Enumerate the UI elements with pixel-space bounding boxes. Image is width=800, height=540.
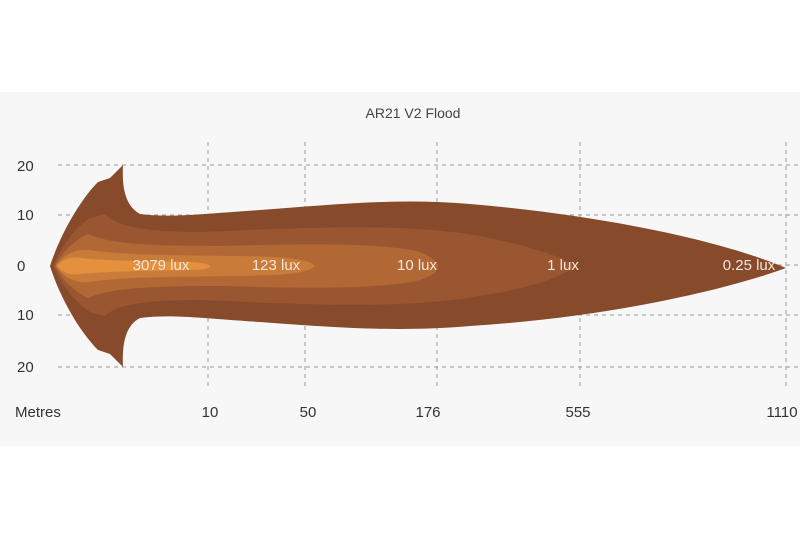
x-tick-label: 1110 <box>766 404 797 421</box>
y-tick-label: 0 <box>17 258 25 275</box>
lux-label-123: 123 lux <box>252 257 301 274</box>
x-tick-label: 50 <box>300 404 317 421</box>
y-tick-label: 20 <box>17 158 34 175</box>
y-axis-ticks: 20 10 0 10 20 <box>17 158 34 376</box>
lux-label-1: 1 lux <box>547 257 579 274</box>
lux-labels: 3079 lux 123 lux 10 lux 1 lux 0.25 lux <box>133 257 776 274</box>
x-tick-label: 555 <box>565 404 590 421</box>
y-tick-label: 10 <box>17 307 34 324</box>
x-tick-label: 10 <box>202 404 219 421</box>
x-tick-label: 176 <box>415 404 440 421</box>
contour-3079-lux <box>57 257 210 275</box>
y-tick-label: 20 <box>17 359 34 376</box>
chart-title: AR21 V2 Flood <box>366 105 461 121</box>
lux-label-0.25: 0.25 lux <box>723 257 776 274</box>
x-axis-label: Metres <box>15 404 61 421</box>
x-axis-ticks: Metres 10 50 176 555 1110 <box>15 404 798 421</box>
lux-label-10: 10 lux <box>397 257 438 274</box>
lux-label-3079: 3079 lux <box>133 257 190 274</box>
y-tick-label: 10 <box>17 207 34 224</box>
